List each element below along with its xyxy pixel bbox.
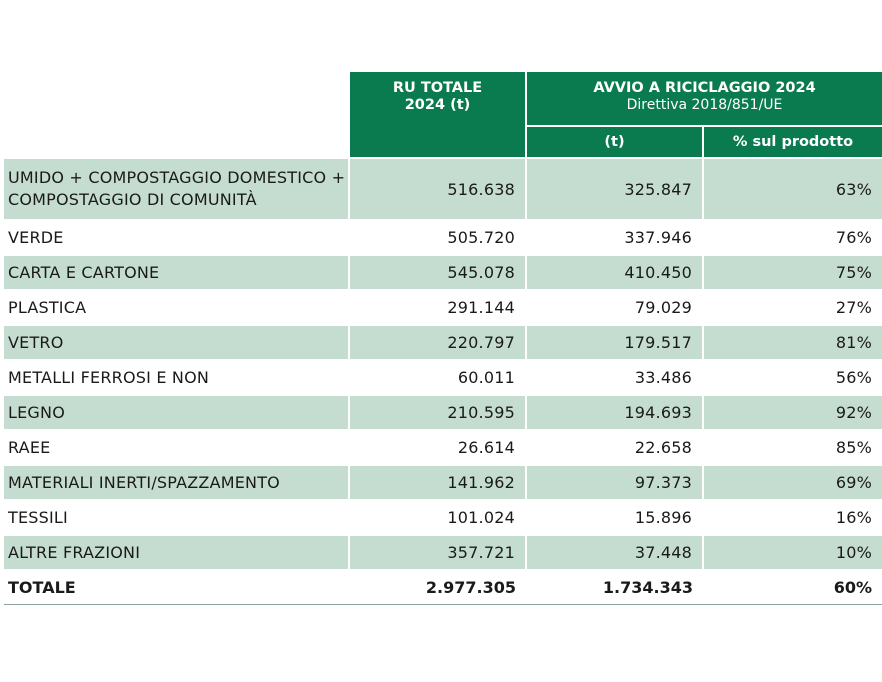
table-row: UMIDO + COMPOSTAGGIO DOMESTICO + COMPOST… <box>4 157 882 220</box>
row-pct-value: 16% <box>701 499 882 535</box>
header-empty-cell <box>4 72 349 158</box>
row-ru-value: 220.797 <box>348 324 526 360</box>
row-pct-value: 81% <box>701 324 882 360</box>
total-ru-value: 2.977.305 <box>349 569 526 605</box>
row-t-value: 22.658 <box>525 429 703 465</box>
row-label: METALLI FERROSI E NON <box>4 359 349 395</box>
row-pct-value: 92% <box>701 394 882 430</box>
total-label: TOTALE <box>4 569 349 605</box>
row-ru-value: 26.614 <box>348 429 526 465</box>
row-label: LEGNO <box>4 394 349 430</box>
row-ru-value: 210.595 <box>348 394 526 430</box>
row-pct-value: 75% <box>701 254 882 290</box>
row-label: PLASTICA <box>4 289 349 325</box>
row-ru-value: 291.144 <box>348 289 526 325</box>
row-t-value: 79.029 <box>525 289 703 325</box>
header-avvio-title: AVVIO A RICICLAGGIO 2024 <box>593 80 816 96</box>
header-ru-totale: RU TOTALE 2024 (t) <box>348 72 526 158</box>
table-row: MATERIALI INERTI/SPAZZAMENTO 141.962 97.… <box>4 464 882 500</box>
row-pct-value: 27% <box>701 289 882 325</box>
table-row: ALTRE FRAZIONI 357.721 37.448 10% <box>4 534 882 570</box>
table-row: PLASTICA 291.144 79.029 27% <box>4 289 882 325</box>
table-row: RAEE 26.614 22.658 85% <box>4 429 882 465</box>
header-avvio-riciclaggio: AVVIO A RICICLAGGIO 2024 Direttiva 2018/… <box>524 72 882 126</box>
row-pct-value: 63% <box>701 157 882 220</box>
total-pct-value: 60% <box>703 569 882 605</box>
table-row: METALLI FERROSI E NON 60.011 33.486 56% <box>4 359 882 395</box>
row-t-value: 97.373 <box>525 464 703 500</box>
table-row: VETRO 220.797 179.517 81% <box>4 324 882 360</box>
row-label: RAEE <box>4 429 349 465</box>
row-label: TESSILI <box>4 499 349 535</box>
table-row: CARTA E CARTONE 545.078 410.450 75% <box>4 254 882 290</box>
row-label: ALTRE FRAZIONI <box>4 534 349 570</box>
row-label-line2: COMPOSTAGGIO DI COMUNITÀ <box>8 190 257 209</box>
row-label: CARTA E CARTONE <box>4 254 349 290</box>
header-col-tonnes: (t) <box>525 125 703 158</box>
recycling-table: RU TOTALE 2024 (t) AVVIO A RICICLAGGIO 2… <box>4 72 882 605</box>
header-col-percent: % sul prodotto <box>701 125 882 158</box>
table-row: VERDE 505.720 337.946 76% <box>4 219 882 255</box>
row-label: VERDE <box>4 219 349 255</box>
row-pct-value: 10% <box>701 534 882 570</box>
row-ru-value: 60.011 <box>348 359 526 395</box>
table-row: TESSILI 101.024 15.896 16% <box>4 499 882 535</box>
row-ru-value: 516.638 <box>348 157 526 220</box>
row-ru-value: 505.720 <box>348 219 526 255</box>
header-ru-totale-label: RU TOTALE <box>392 80 483 96</box>
row-ru-value: 141.962 <box>348 464 526 500</box>
row-t-value: 15.896 <box>525 499 703 535</box>
row-pct-value: 56% <box>701 359 882 395</box>
row-pct-value: 69% <box>701 464 882 500</box>
header-avvio-subtitle: Direttiva 2018/851/UE <box>626 97 783 113</box>
row-t-value: 179.517 <box>525 324 703 360</box>
total-t-value: 1.734.343 <box>526 569 703 605</box>
row-t-value: 37.448 <box>525 534 703 570</box>
row-t-value: 194.693 <box>525 394 703 430</box>
table-row: LEGNO 210.595 194.693 92% <box>4 394 882 430</box>
row-label: UMIDO + COMPOSTAGGIO DOMESTICO + COMPOST… <box>4 157 349 220</box>
row-ru-value: 357.721 <box>348 534 526 570</box>
row-label-line1: UMIDO + COMPOSTAGGIO DOMESTICO + <box>8 168 346 187</box>
row-t-value: 410.450 <box>525 254 703 290</box>
row-t-value: 33.486 <box>525 359 703 395</box>
row-label: MATERIALI INERTI/SPAZZAMENTO <box>4 464 349 500</box>
header-ru-year-label: 2024 (t) <box>404 97 471 113</box>
row-ru-value: 101.024 <box>348 499 526 535</box>
row-ru-value: 545.078 <box>348 254 526 290</box>
total-row: TOTALE 2.977.305 1.734.343 60% <box>4 569 882 605</box>
row-t-value: 325.847 <box>525 157 703 220</box>
row-pct-value: 76% <box>701 219 882 255</box>
row-pct-value: 85% <box>701 429 882 465</box>
row-t-value: 337.946 <box>525 219 703 255</box>
row-label: VETRO <box>4 324 349 360</box>
